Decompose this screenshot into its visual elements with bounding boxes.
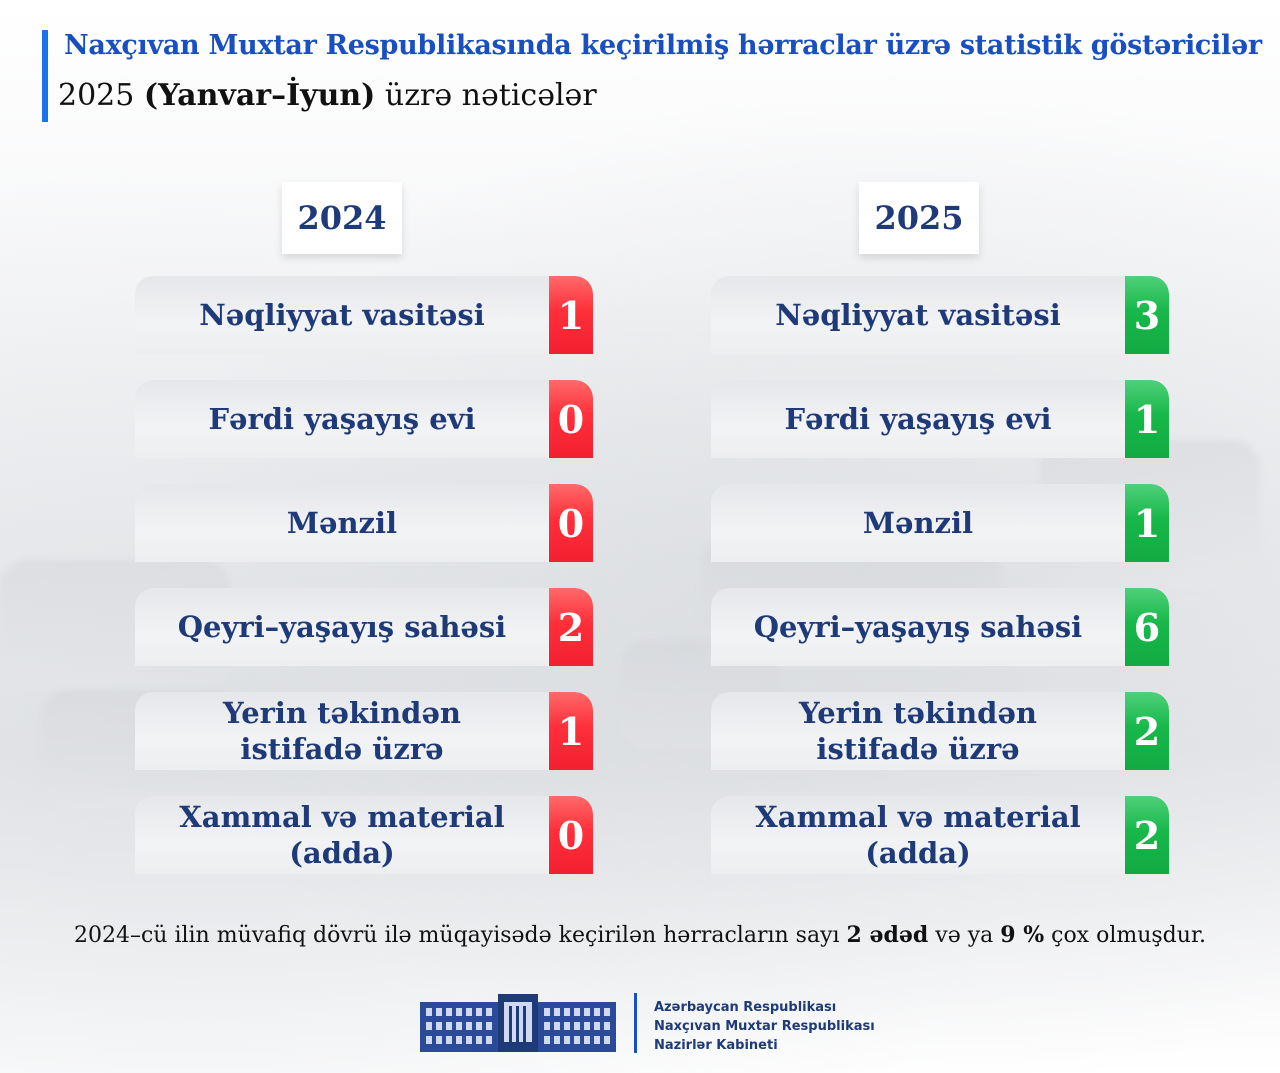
stat-row-2025: Mənzil 1 — [711, 484, 1169, 562]
page-title: Naxçıvan Muxtar Respublikasında keçirilm… — [64, 30, 1262, 61]
year-tab-2024: 2024 — [282, 182, 402, 254]
stat-label: Nəqliyyat vasitəsi — [135, 276, 549, 354]
stat-label: Qeyri–yaşayış sahəsi — [711, 588, 1125, 666]
logo-text: Azərbaycan Respublikası Naxçıvan Muxtar … — [654, 998, 875, 1055]
stat-row-2025: Nəqliyyat vasitəsi 3 — [711, 276, 1169, 354]
comparison-note: 2024–cü ilin müvafiq dövrü ilə müqayisəd… — [73, 922, 1207, 948]
stat-value: 1 — [549, 276, 593, 354]
logo-line-3: Nazirlər Kabineti — [654, 1038, 778, 1053]
stat-row-2024: Nəqliyyat vasitəsi 1 — [135, 276, 593, 354]
stat-value: 1 — [1125, 484, 1169, 562]
stat-row-2024: Yerin təkindən istifadə üzrə 1 — [135, 692, 593, 770]
stat-row-2024: Fərdi yaşayış evi 0 — [135, 380, 593, 458]
stat-row-2025: Xammal və material (adda) 2 — [711, 796, 1169, 874]
stat-value: 2 — [1125, 796, 1169, 874]
stat-label: Qeyri–yaşayış sahəsi — [135, 588, 549, 666]
stat-row-2025: Fərdi yaşayış evi 1 — [711, 380, 1169, 458]
stat-label: Xammal və material (adda) — [711, 796, 1125, 874]
stat-label: Mənzil — [135, 484, 549, 562]
stat-label: Nəqliyyat vasitəsi — [711, 276, 1125, 354]
year-tab-2025: 2025 — [859, 182, 979, 254]
stat-label: Fərdi yaşayış evi — [135, 380, 549, 458]
logo-line-2: Naxçıvan Muxtar Respublikası — [654, 1019, 875, 1034]
stat-label: Fərdi yaşayış evi — [711, 380, 1125, 458]
stat-value: 3 — [1125, 276, 1169, 354]
stat-value: 0 — [549, 380, 593, 458]
stat-row-2025: Yerin təkindən istifadə üzrə 2 — [711, 692, 1169, 770]
stat-label: Yerin təkindən istifadə üzrə — [135, 692, 549, 770]
header-accent-bar — [42, 30, 48, 122]
stat-label: Yerin təkindən istifadə üzrə — [711, 692, 1125, 770]
stat-row-2024: Xammal və material (adda) 0 — [135, 796, 593, 874]
logo-line-1: Azərbaycan Respublikası — [654, 1000, 837, 1015]
stat-row-2024: Qeyri–yaşayış sahəsi 2 — [135, 588, 593, 666]
stat-label: Mənzil — [711, 484, 1125, 562]
stat-value: 1 — [1125, 380, 1169, 458]
logo-divider — [634, 993, 637, 1053]
government-building-logo — [420, 994, 616, 1052]
stat-value: 6 — [1125, 588, 1169, 666]
page-subtitle: 2025 (Yanvar–İyun) üzrə nəticələr — [58, 78, 597, 113]
stat-row-2025: Qeyri–yaşayış sahəsi 6 — [711, 588, 1169, 666]
stat-row-2024: Mənzil 0 — [135, 484, 593, 562]
stat-value: 0 — [549, 484, 593, 562]
stat-value: 2 — [1125, 692, 1169, 770]
stat-value: 1 — [549, 692, 593, 770]
stat-value: 0 — [549, 796, 593, 874]
stat-label: Xammal və material (adda) — [135, 796, 549, 874]
stat-value: 2 — [549, 588, 593, 666]
